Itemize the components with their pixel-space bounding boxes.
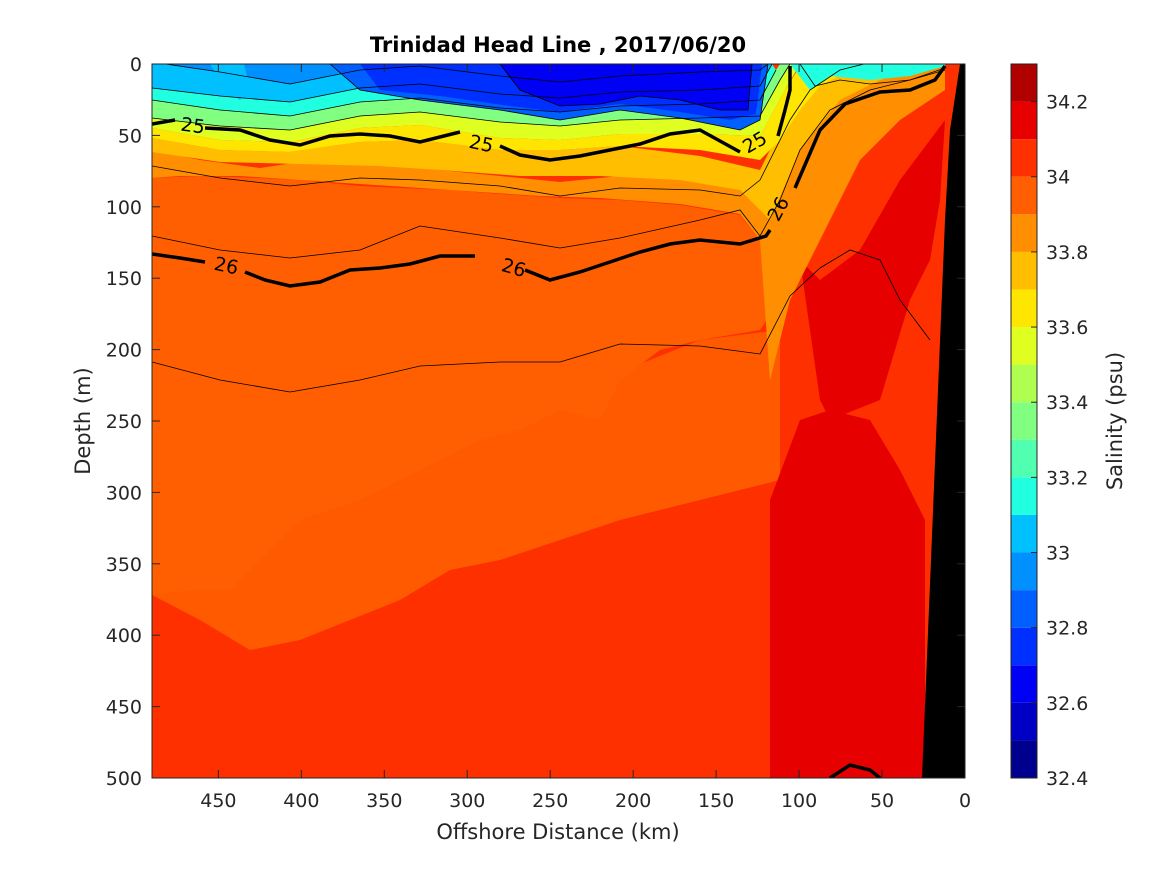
contour-line-deep-1 bbox=[152, 64, 866, 197]
colorbar-tick-label: 33 bbox=[1046, 543, 1070, 565]
contour-line-shallow-3 bbox=[152, 69, 777, 117]
colorbar-segment bbox=[1011, 251, 1037, 290]
fill-band-dark-red-patch bbox=[800, 120, 945, 420]
x-axis-label: Offshore Distance (km) bbox=[436, 820, 679, 844]
fill-band-green bbox=[152, 64, 790, 130]
x-tick-label: 0 bbox=[959, 790, 971, 812]
colorbar-segment bbox=[1011, 402, 1037, 440]
x-tick-label: 450 bbox=[200, 790, 236, 812]
colorbar-segment bbox=[1011, 665, 1037, 703]
colorbar-segment bbox=[1011, 439, 1037, 478]
colorbar-tick-label: 33.4 bbox=[1046, 392, 1088, 414]
x-tick-label: 50 bbox=[870, 790, 894, 812]
colorbar-tick-label: 34 bbox=[1046, 167, 1070, 189]
fill-band-yellow-green bbox=[152, 64, 800, 142]
colorbar-segment bbox=[1011, 740, 1037, 778]
colorbar-segment bbox=[1011, 627, 1037, 666]
y-tick-label: 100 bbox=[106, 197, 142, 219]
isopycnal-25 bbox=[152, 66, 792, 162]
contour-line-coastal-1 bbox=[799, 64, 946, 87]
y-axis-label: Depth (m) bbox=[71, 367, 95, 474]
colorbar-tick-label: 32.8 bbox=[1046, 618, 1088, 640]
x-tick-label: 250 bbox=[532, 790, 568, 812]
fill-band-light-orange bbox=[152, 64, 932, 220]
x-tick-label: 150 bbox=[698, 790, 734, 812]
colorbar-frame bbox=[1010, 63, 1038, 779]
colorbar-tick-label: 33.8 bbox=[1046, 242, 1088, 264]
bold-contour-lines bbox=[152, 64, 947, 778]
contour-label-26-west: 26 bbox=[212, 253, 240, 280]
y-tick-label: 0 bbox=[130, 54, 142, 76]
colorbar-segment bbox=[1011, 214, 1037, 252]
colorbar-tick-label: 34.2 bbox=[1046, 92, 1088, 114]
colorbar-tick-label: 32.6 bbox=[1046, 693, 1088, 715]
colorbar-ticks: 32.4 32.6 32.8 33 33.2 33.4 33.6 33.8 34 34.2 bbox=[1031, 92, 1088, 790]
shelf-mask bbox=[922, 64, 965, 778]
colorbar-segment bbox=[1011, 64, 1037, 102]
fill-band-orange-red bbox=[152, 176, 780, 595]
y-tick-label: 450 bbox=[106, 697, 142, 719]
colorbar-segment bbox=[1011, 477, 1037, 515]
colorbar-tick-label: 33.6 bbox=[1046, 317, 1088, 339]
colorbar-segment bbox=[1011, 101, 1037, 140]
colorbar-segment bbox=[1011, 139, 1037, 177]
y-tick-label: 500 bbox=[106, 768, 142, 790]
fill-band-orange-red-2 bbox=[152, 330, 780, 650]
colorbar-segment bbox=[1011, 552, 1037, 591]
y-tick-label: 350 bbox=[106, 554, 142, 576]
x-tick-label: 100 bbox=[781, 790, 817, 812]
x-tick-label: 200 bbox=[615, 790, 651, 812]
isopycnal-26 bbox=[152, 64, 947, 288]
y-tick-label: 250 bbox=[106, 411, 142, 433]
x-tick-label: 350 bbox=[366, 790, 402, 812]
contour-line-shallow-2 bbox=[152, 64, 773, 103]
colorbar-segment bbox=[1011, 176, 1037, 215]
x-tick-label: 300 bbox=[449, 790, 485, 812]
x-tick-label: 400 bbox=[283, 790, 319, 812]
fill-band-cyan-patch bbox=[210, 64, 250, 100]
y-tick-label: 400 bbox=[106, 625, 142, 647]
colorbar-label: Salinity (psu) bbox=[1103, 352, 1127, 490]
colorbar-segment bbox=[1011, 514, 1037, 553]
colorbar-tick-label: 33.2 bbox=[1046, 467, 1088, 489]
colorbar-segment bbox=[1011, 590, 1037, 628]
fill-band-dark-red-deep bbox=[770, 410, 925, 778]
thin-contour-lines bbox=[152, 64, 946, 778]
y-tick-label: 50 bbox=[118, 125, 142, 147]
contour-line-mid-1 bbox=[152, 64, 791, 131]
contour-line-upper-navy bbox=[499, 64, 753, 111]
contour-line-upper-blue bbox=[329, 64, 769, 131]
x-axis: 450 400 350 300 250 200 150 100 50 0 bbox=[200, 64, 971, 812]
plot-area: 25 25 25 26 26 26 bbox=[152, 64, 965, 778]
colorbar-segment bbox=[1011, 289, 1037, 328]
colorbar-segment bbox=[1011, 327, 1037, 365]
colorbar-segment bbox=[1011, 702, 1037, 741]
y-axis: 0 50 100 150 200 250 300 350 400 450 500 bbox=[106, 54, 965, 790]
colorbar bbox=[1011, 64, 1037, 778]
contour-label-25-west: 25 bbox=[179, 113, 206, 138]
colorbar-segment bbox=[1011, 364, 1037, 403]
y-tick-label: 300 bbox=[106, 482, 142, 504]
y-tick-label: 200 bbox=[106, 340, 142, 362]
contour-label-25-mid: 25 bbox=[467, 131, 495, 158]
fill-band-surface-coastal bbox=[790, 64, 945, 90]
chart-title: Trinidad Head Line , 2017/06/20 bbox=[370, 33, 746, 57]
contour-line-deep-3 bbox=[152, 249, 931, 393]
colorbar-tick-label: 32.4 bbox=[1046, 768, 1088, 790]
y-tick-label: 150 bbox=[106, 268, 142, 290]
fill-band-navy-blue bbox=[500, 64, 752, 110]
isopycnal-bottom bbox=[829, 763, 882, 778]
contour-line-shallow-1 bbox=[162, 64, 769, 85]
